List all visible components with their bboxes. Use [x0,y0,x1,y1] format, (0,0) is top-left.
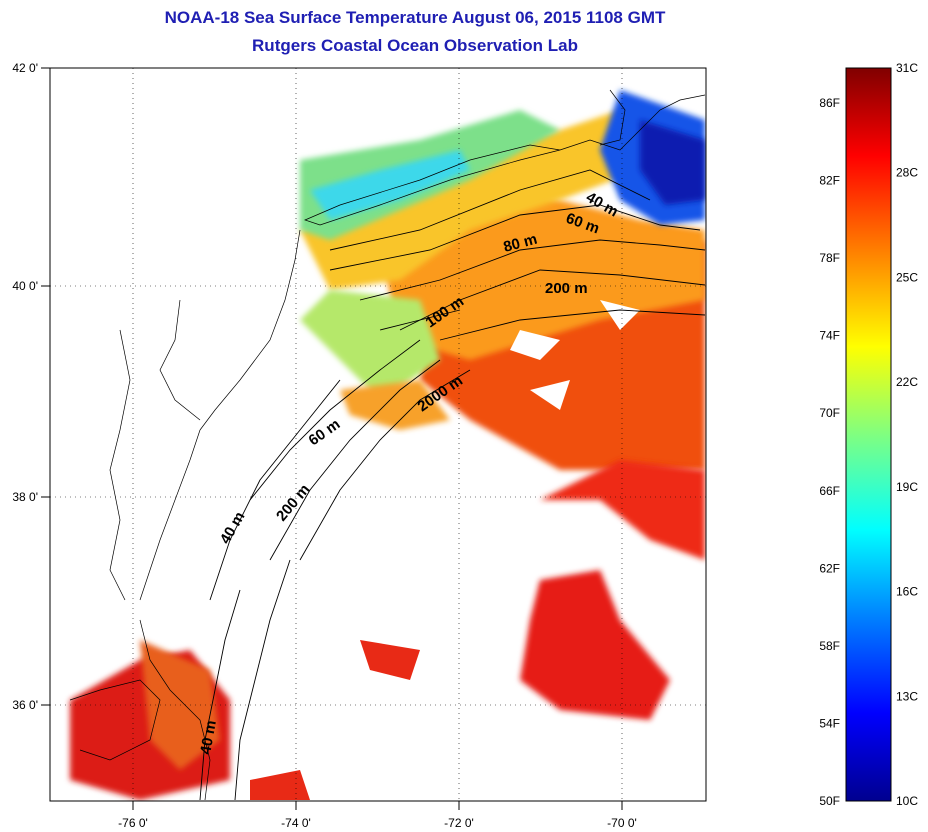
contour-60m-north [329,204,701,271]
contour-2000m [439,309,706,341]
contour-label: 200 m [273,481,313,525]
chesapeake-bay [109,329,131,601]
colorbar-label-c: 13C [896,689,918,703]
colorbar-label-c: 31C [896,61,918,75]
colorbar-label-f: 82F [819,174,840,188]
lat-label: 36 0' [12,698,38,712]
colorbar-label-f: 78F [819,251,840,265]
sst-field [70,90,705,800]
colorbar-label-c: 25C [896,270,918,284]
lon-label: -74 0' [281,816,311,830]
contour-label: 40 m [217,509,249,547]
tick-marks [41,67,623,810]
contour-200m-mid [269,359,441,561]
contour-80m [359,239,706,301]
new-jersey-coast [199,229,301,431]
sst-warm-eddy [520,570,670,720]
axis-labels: -76 0' -74 0' -72 0' -70 0' 42 0' 40 0' … [12,61,636,830]
map-subtitle: Rutgers Coastal Ocean Observation Lab [252,36,578,55]
contour-200m-north [399,269,706,331]
contour-40m-north [329,169,651,251]
sst-white-clouds [510,300,640,410]
sst-cyan-coastal [310,150,470,220]
colorbar-label-f: 50F [819,794,840,808]
colorbar: 86F 82F 78F 74F 70F 66F 62F 58F 54F 50F 31C 28C 25C… [819,61,918,808]
lat-label: 40 0' [12,279,38,293]
colorbar-label-c: 22C [896,375,918,389]
contour-2000m-mid [299,369,471,561]
contour-40m-south [199,589,241,801]
contour-100m [379,309,461,331]
contour-label: 60 m [306,416,344,450]
new-england-coast [559,94,706,151]
colorbar-label-f: 70F [819,406,840,420]
colorbar-label-f: 86F [819,96,840,110]
lat-label: 38 0' [12,490,38,504]
depth-contours [199,169,706,801]
sst-mid-atlantic-patch [340,380,450,430]
sst-scattered-warm [250,640,420,800]
sst-shelf-north [300,110,640,290]
sst-south-patches [540,460,705,560]
colorbar-label-f: 62F [819,561,840,575]
contour-60m-mid [249,339,421,501]
colorbar-label-c: 10C [896,794,918,808]
colorbar-label-c: 28C [896,166,918,180]
lon-label: -70 0' [607,816,637,830]
map-title: NOAA-18 Sea Surface Temperature August 0… [164,8,666,27]
contour-label: 200 m [545,280,588,297]
map-frame [49,67,707,802]
sst-mid-shelf [300,290,440,400]
lon-label: -76 0' [118,816,148,830]
delaware-bay [159,299,201,421]
colorbar-gradient [845,67,892,802]
colorbar-label-c: 19C [896,480,918,494]
contour-40m-mid [209,379,341,601]
colorbar-label-c: 16C [896,585,918,599]
colorbar-label-f: 58F [819,639,840,653]
graticule [50,68,706,801]
colorbar-label-f: 66F [819,484,840,498]
colorbar-label-f: 74F [819,329,840,343]
colorbar-label-f: 54F [819,716,840,730]
cape-cod [599,89,626,146]
contour-label: 40 m [197,719,220,756]
lat-label: 42 0' [12,61,38,75]
pamlico-sound [69,679,161,761]
sst-coldest-patch [640,120,705,205]
delmarva-coast [139,429,201,601]
lon-label: -72 0' [444,816,474,830]
contour-deep-south [234,559,291,801]
